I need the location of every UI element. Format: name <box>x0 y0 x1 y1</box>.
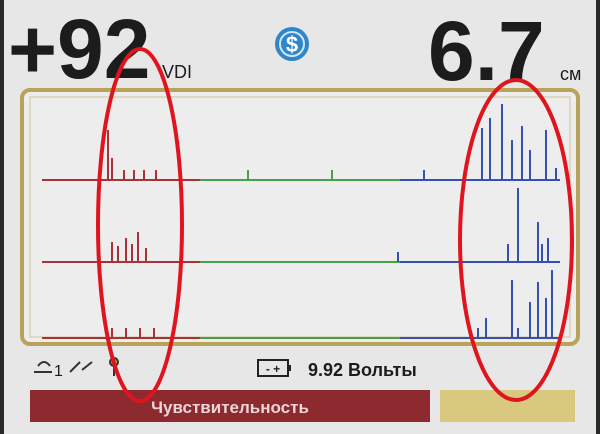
svg-text:- +: - + <box>266 362 280 376</box>
sensitivity-level: 1 <box>54 363 63 380</box>
menu-bar[interactable] <box>30 390 430 422</box>
annotation-ellipse <box>96 47 184 403</box>
annotation-ellipse <box>458 78 574 402</box>
spectrum-panel <box>20 88 580 346</box>
svg-text:$: $ <box>286 32 298 57</box>
spectrum <box>42 104 560 339</box>
vdi-unit: VDI <box>162 62 192 82</box>
depth-unit: см <box>560 64 581 84</box>
menu-value-bar[interactable] <box>440 390 575 422</box>
battery-voltage: 9.92 Вольты <box>308 360 417 380</box>
battery-icon: - + <box>257 359 291 377</box>
menu-label: Чувствительность <box>151 398 309 417</box>
vdi-value: +92 <box>8 2 151 96</box>
dollar-icon: $ <box>275 27 309 61</box>
